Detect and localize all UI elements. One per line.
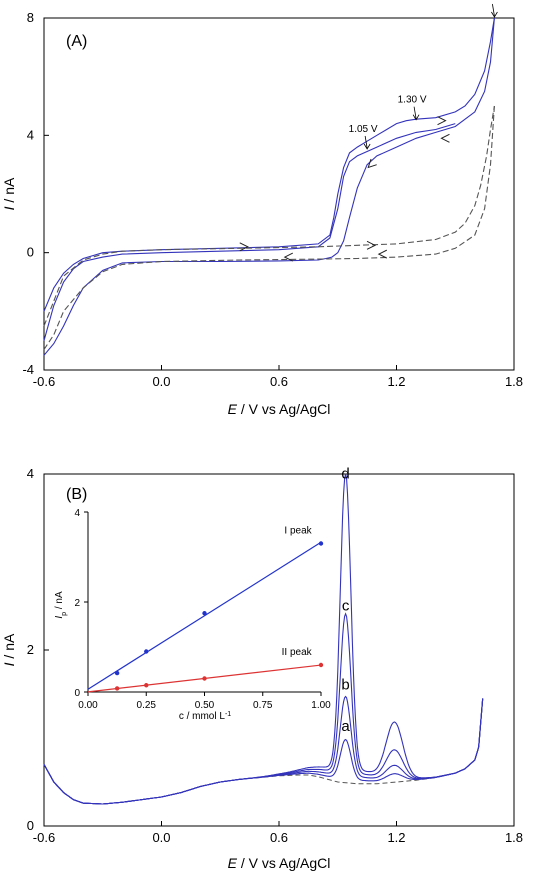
panel-b-plot-frame xyxy=(43,473,515,827)
inset-x-tick-label: 0.00 xyxy=(78,700,98,711)
inset-y-tick-label: 4 xyxy=(74,508,80,519)
panel-a-x-tick-label: 1.8 xyxy=(505,374,523,389)
inset-x-axis-label: c / mmol L-1 xyxy=(179,711,231,723)
inset-fit-line xyxy=(87,541,322,690)
scan-direction-arrow xyxy=(283,252,294,262)
panel-a-x-tick-label: -0.6 xyxy=(33,374,55,389)
panel-a-y-tick-label: -4 xyxy=(22,362,34,377)
panel-b-dpv-curve-a xyxy=(43,698,484,805)
panel-b-x-tick-label: 1.8 xyxy=(505,830,523,845)
panel-b-curves xyxy=(43,473,484,805)
panel-a-y-axis-label: I / nA xyxy=(1,177,17,210)
inset-data-point xyxy=(144,649,149,654)
panel-b-x-tick-label: 0.6 xyxy=(270,830,288,845)
inset-data-point xyxy=(318,662,324,668)
curve-label-d: d xyxy=(341,465,349,482)
panel-b-curve-labels: a b c d xyxy=(341,465,350,735)
peak-potential-annotation: 1.70 V xyxy=(476,0,505,3)
panel-b-dpv-curve-d xyxy=(43,473,484,805)
peak-potential-annotation: 1.05 V xyxy=(349,124,378,135)
inset-data-point xyxy=(144,683,149,688)
inset-data-point xyxy=(202,676,207,681)
panel-a-y-tick-label: 4 xyxy=(27,127,34,142)
panel-a-y-tick-label: 0 xyxy=(27,245,34,260)
panel-b: (B) -0.6 0.0 0.6 1.2 1.8 0 2 4 a b c d E / V vs Ag… xyxy=(1,465,523,871)
scan-direction-arrow xyxy=(367,158,377,169)
panel-a-x-tick-label: 1.2 xyxy=(387,374,405,389)
panel-b-y-tick-label: 4 xyxy=(27,466,34,481)
inset-series-label: II peak xyxy=(282,647,313,658)
curve-label-a: a xyxy=(341,718,350,735)
scan-direction-arrow xyxy=(437,116,447,126)
panel-a-cv-curve xyxy=(43,105,495,327)
panel-a-cv-curve xyxy=(43,17,495,312)
panel-a-ticks: -0.6 0.0 0.6 1.2 1.8 -4 0 4 8 xyxy=(22,10,523,389)
inset-series-label: I peak xyxy=(284,526,312,537)
panel-a-annotations: 1.70 V 1.30 V 1.05 V xyxy=(349,0,505,150)
inset-data-point xyxy=(114,670,120,676)
panel-b-dpv-curve-b xyxy=(43,695,484,805)
panel-b-blank-curve xyxy=(43,698,484,805)
scan-direction-arrow xyxy=(440,133,450,143)
panel-b-y-tick-label: 0 xyxy=(27,818,34,833)
panel-b-x-tick-label: -0.6 xyxy=(33,830,55,845)
scan-direction-arrow xyxy=(366,240,377,250)
panel-a-label: (A) xyxy=(66,33,87,50)
panel-a-x-tick-label: 0.0 xyxy=(152,374,170,389)
annotation-pointer xyxy=(413,106,417,119)
annotation-arrowhead xyxy=(491,11,498,18)
panel-a-cv-curve xyxy=(43,123,456,341)
annotation-arrowhead xyxy=(412,114,420,121)
annotation-pointer xyxy=(364,135,368,149)
annotation-arrowhead xyxy=(363,143,371,150)
panel-b-y-axis-label: I / nA xyxy=(1,633,17,666)
inset-x-tick-label: 1.00 xyxy=(311,700,331,711)
inset-calibration-plot: 0.00 0.25 0.50 0.75 1.00 0 2 4 I peak II peak c … xyxy=(54,508,331,722)
panel-a-cv-curve xyxy=(43,17,495,356)
panel-b-label: (B) xyxy=(66,486,87,503)
inset-y-tick-label: 2 xyxy=(74,598,80,609)
panel-b-x-axis-label: E / V vs Ag/AgCl xyxy=(228,855,331,871)
inset-x-tick-label: 0.75 xyxy=(253,700,273,711)
panel-b-y-tick-label: 2 xyxy=(27,642,34,657)
peak-potential-annotation: 1.30 V xyxy=(398,95,427,106)
inset-axes: 0.00 0.25 0.50 0.75 1.00 0 2 4 xyxy=(74,508,331,711)
scan-direction-arrow xyxy=(239,242,249,252)
inset-series: I peak II peak xyxy=(87,526,324,693)
scan-direction-arrow xyxy=(377,249,388,259)
inset-y-axis-label: Ip / nA xyxy=(54,591,68,619)
panel-b-ticks: -0.6 0.0 0.6 1.2 1.8 0 2 4 xyxy=(27,466,523,845)
inset-x-tick-label: 0.50 xyxy=(195,700,215,711)
inset-data-point xyxy=(318,541,324,546)
panel-b-x-tick-label: 1.2 xyxy=(387,830,405,845)
panel-a-x-axis-label: E / V vs Ag/AgCl xyxy=(228,401,331,417)
inset-x-tick-label: 0.25 xyxy=(137,700,157,711)
panel-a-y-tick-label: 8 xyxy=(27,10,34,25)
panel-b-x-tick-label: 0.0 xyxy=(152,830,170,845)
panel-a-x-tick-label: 0.6 xyxy=(270,374,288,389)
curve-label-c: c xyxy=(342,597,350,614)
panel-a-plot-frame xyxy=(43,17,515,371)
annotation-pointer xyxy=(492,3,495,17)
curve-label-b: b xyxy=(341,677,349,694)
panel-a-curves xyxy=(43,17,495,356)
inset-data-point xyxy=(202,611,207,616)
inset-y-tick-label: 0 xyxy=(74,688,80,699)
inset-data-point xyxy=(114,686,120,691)
panel-a-cv-curve xyxy=(43,105,495,350)
